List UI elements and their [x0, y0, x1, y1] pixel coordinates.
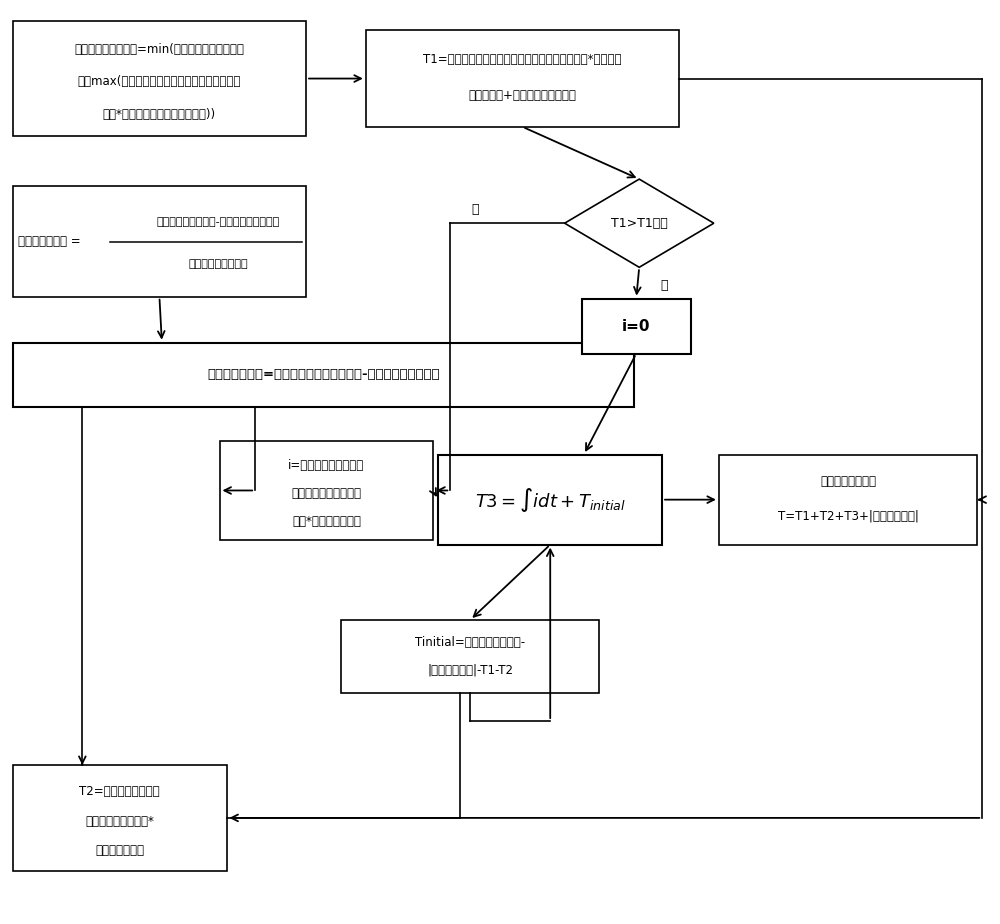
FancyBboxPatch shape — [13, 21, 306, 136]
Text: 限，max(离合器的扭矩修正值下限，油门踏板变: 限，max(离合器的扭矩修正值下限，油门踏板变 — [78, 76, 241, 89]
Text: 离合器的滑磨差=离合器的滑磨率的绝对值-离合器的目标滑磨率: 离合器的滑磨差=离合器的滑磨率的绝对值-离合器的目标滑磨率 — [207, 369, 440, 382]
FancyBboxPatch shape — [13, 187, 306, 297]
Text: 否: 否 — [471, 203, 479, 216]
FancyBboxPatch shape — [366, 30, 679, 127]
FancyBboxPatch shape — [719, 455, 977, 544]
FancyBboxPatch shape — [438, 455, 662, 544]
Text: 离合器的滑磨差: 离合器的滑磨差 — [95, 845, 144, 857]
Text: i=根据离合器的滑磨差: i=根据离合器的滑磨差 — [288, 459, 365, 472]
Text: |发动机静扭矩|-T1-T2: |发动机静扭矩|-T1-T2 — [427, 663, 513, 676]
Text: 离合器的主动盘转速: 离合器的主动盘转速 — [188, 259, 248, 269]
Text: 离合器的主动盘转速-离合器的从动盘转速: 离合器的主动盘转速-离合器的从动盘转速 — [156, 217, 280, 226]
Text: T2=根据离合器的滑磨: T2=根据离合器的滑磨 — [79, 785, 160, 798]
FancyBboxPatch shape — [220, 441, 433, 540]
Text: T=T1+T2+T3+|发动机静扭矩|: T=T1+T2+T3+|发动机静扭矩| — [778, 509, 918, 522]
Text: Tinitial=离合器的当前扭矩-: Tinitial=离合器的当前扭矩- — [415, 636, 525, 649]
FancyBboxPatch shape — [341, 620, 599, 693]
Text: 离合器的滑磨率 =: 离合器的滑磨率 = — [18, 235, 84, 248]
Text: 是: 是 — [660, 279, 668, 292]
FancyBboxPatch shape — [13, 343, 634, 407]
FancyBboxPatch shape — [13, 765, 227, 870]
Text: 查表获得离合器的积分: 查表获得离合器的积分 — [291, 487, 361, 500]
Text: 化率*油门踏板变化率的增益系数)): 化率*油门踏板变化率的增益系数)) — [103, 107, 216, 121]
Text: 离合器的期望扭矩: 离合器的期望扭矩 — [820, 475, 876, 488]
Text: T1>T1上限: T1>T1上限 — [611, 217, 668, 230]
Text: 系数*离合器的滑磨差: 系数*离合器的滑磨差 — [292, 515, 361, 528]
Text: i=0: i=0 — [622, 319, 650, 334]
Text: $T3=\int idt + T_{initial}$: $T3=\int idt + T_{initial}$ — [475, 486, 626, 514]
Text: T1=根据油门踏板开度变化率查表获得的微分系数*油门踏板: T1=根据油门踏板开度变化率查表获得的微分系数*油门踏板 — [423, 53, 622, 66]
Text: 开度变化率+离合器的扭矩修正值: 开度变化率+离合器的扭矩修正值 — [468, 90, 576, 103]
Text: 差查表获得比例系数*: 差查表获得比例系数* — [85, 815, 154, 828]
Polygon shape — [565, 179, 714, 267]
FancyBboxPatch shape — [582, 298, 691, 354]
Text: 离合器的扭矩修正值=min(离合器的扭矩修正值上: 离合器的扭矩修正值=min(离合器的扭矩修正值上 — [74, 43, 244, 56]
